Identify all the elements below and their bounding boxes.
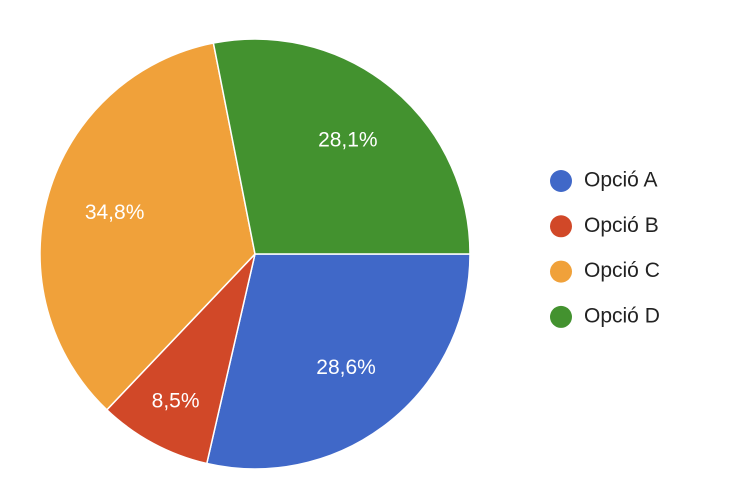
value-label: 28,6% bbox=[316, 356, 376, 379]
legend-label: Opció C bbox=[584, 259, 660, 282]
legend-label: Opció D bbox=[584, 304, 660, 327]
legend-label: Opció A bbox=[584, 169, 658, 192]
legend-marker bbox=[550, 260, 572, 283]
legend-marker bbox=[550, 305, 572, 328]
legend-marker bbox=[550, 170, 572, 192]
pie-slice bbox=[205, 253, 471, 470]
value-label: 8,5% bbox=[152, 389, 200, 412]
value-label: 34,8% bbox=[85, 201, 145, 224]
legend-marker bbox=[550, 215, 572, 238]
pie-slice bbox=[105, 251, 257, 465]
legend-label: Opció B bbox=[584, 214, 659, 237]
pie-slice bbox=[212, 38, 471, 255]
value-label: 28,1% bbox=[318, 129, 378, 152]
pie-slice bbox=[39, 42, 256, 411]
